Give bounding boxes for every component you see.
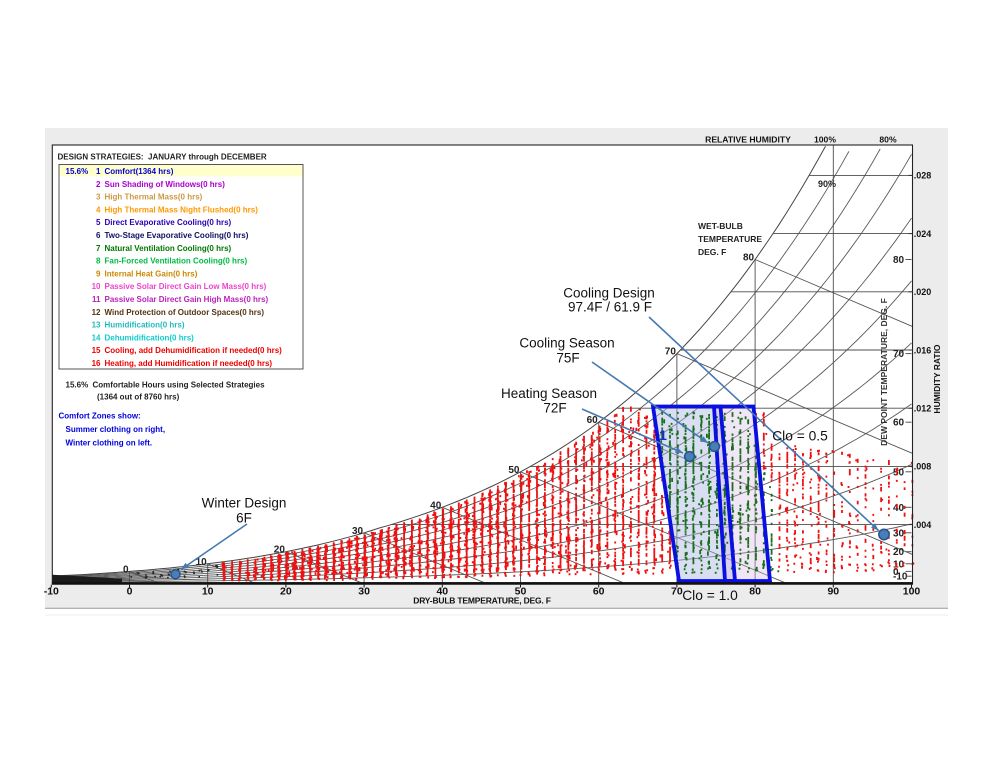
svg-text:.028: .028 <box>914 171 932 181</box>
svg-text:50: 50 <box>508 465 520 476</box>
svg-text:11: 11 <box>92 295 101 304</box>
svg-text:Dehumidification(0 hrs): Dehumidification(0 hrs) <box>105 333 195 342</box>
svg-text:80%: 80% <box>879 134 897 144</box>
svg-text:13: 13 <box>92 321 101 330</box>
svg-text:Wind Protection of Outdoor Spa: Wind Protection of Outdoor Spaces(0 hrs) <box>105 308 265 317</box>
svg-text:40: 40 <box>430 500 442 511</box>
svg-text:Humidification(0 hrs): Humidification(0 hrs) <box>105 321 185 330</box>
svg-text:-10: -10 <box>44 586 59 598</box>
svg-text:90%: 90% <box>818 179 836 189</box>
svg-text:.012: .012 <box>914 404 932 414</box>
svg-text:Summer clothing on right,: Summer clothing on right, <box>66 425 166 434</box>
svg-text:TEMPERATURE: TEMPERATURE <box>698 234 762 244</box>
svg-text:.024: .024 <box>914 229 932 239</box>
svg-text:7: 7 <box>96 244 101 253</box>
svg-text:100: 100 <box>903 586 921 598</box>
svg-text:70: 70 <box>893 349 905 360</box>
svg-text:DEG. F: DEG. F <box>698 247 726 257</box>
svg-text:.016: .016 <box>914 345 932 355</box>
svg-text:15.6%: 15.6% <box>66 167 89 176</box>
svg-text:Winter clothing on left.: Winter clothing on left. <box>66 439 153 448</box>
svg-text:8: 8 <box>96 257 101 266</box>
svg-text:Passive Solar Direct Gain High: Passive Solar Direct Gain High Mass(0 hr… <box>105 295 269 304</box>
svg-text:Comfortable Hours using Select: Comfortable Hours using Selected Strateg… <box>93 381 266 390</box>
svg-text:2: 2 <box>96 180 101 189</box>
svg-text:50: 50 <box>893 467 905 478</box>
svg-text:30: 30 <box>352 526 364 537</box>
svg-text:0: 0 <box>123 564 129 575</box>
svg-text:DEW POINT TEMPERATURE, DEG. F: DEW POINT TEMPERATURE, DEG. F <box>879 298 889 446</box>
svg-text:Heating Season: Heating Season <box>501 386 597 401</box>
svg-text:Cooling, add Dehumidification: Cooling, add Dehumidification if needed(… <box>105 346 283 355</box>
svg-text:14: 14 <box>92 333 101 342</box>
svg-text:4: 4 <box>96 205 101 214</box>
svg-text:16: 16 <box>92 359 101 368</box>
svg-text:Direct Evaporative Cooling(0 h: Direct Evaporative Cooling(0 hrs) <box>105 218 232 227</box>
svg-text:Heating, add Humidification if: Heating, add Humidification if needed(0 … <box>105 359 273 368</box>
svg-text:10: 10 <box>202 586 214 598</box>
svg-text:0: 0 <box>127 586 133 598</box>
svg-text:.008: .008 <box>914 462 932 472</box>
svg-text:.020: .020 <box>914 287 932 297</box>
svg-text:Comfort(1364 hrs): Comfort(1364 hrs) <box>105 167 174 176</box>
svg-text:1: 1 <box>96 167 101 176</box>
svg-text:.004: .004 <box>914 520 932 530</box>
svg-text:Cooling Design: Cooling Design <box>563 286 655 301</box>
svg-text:100%: 100% <box>814 134 836 144</box>
svg-text:Clo = 1.0: Clo = 1.0 <box>682 588 738 603</box>
svg-text:3: 3 <box>96 193 101 202</box>
svg-text:1: 1 <box>659 427 667 443</box>
svg-text:80: 80 <box>743 253 755 264</box>
svg-text:30: 30 <box>893 528 905 539</box>
svg-text:90: 90 <box>827 586 839 598</box>
svg-text:WET-BULB: WET-BULB <box>698 221 743 231</box>
svg-text:9: 9 <box>96 269 101 278</box>
svg-text:Winter Design: Winter Design <box>202 496 287 511</box>
svg-text:(1364 out of 8760 hrs): (1364 out of 8760 hrs) <box>97 393 180 402</box>
svg-text:6F: 6F <box>236 511 252 526</box>
svg-text:High Thermal Mass Night Flushe: High Thermal Mass Night Flushed(0 hrs) <box>105 205 259 214</box>
svg-text:60: 60 <box>593 586 605 598</box>
svg-text:72F: 72F <box>543 401 566 416</box>
svg-text:12: 12 <box>92 308 101 317</box>
svg-text:Clo = 0.5: Clo = 0.5 <box>772 429 828 444</box>
svg-text:-10: -10 <box>893 572 908 583</box>
svg-text:Sun Shading of Windows(0 hrs): Sun Shading of Windows(0 hrs) <box>105 180 226 189</box>
svg-text:20: 20 <box>280 586 292 598</box>
svg-text:10: 10 <box>893 559 905 570</box>
svg-text:Comfort Zones show:: Comfort Zones show: <box>59 412 141 421</box>
svg-text:40: 40 <box>436 586 448 598</box>
svg-text:60: 60 <box>587 415 599 426</box>
svg-text:HUMIDITY RATIO: HUMIDITY RATIO <box>932 344 942 413</box>
svg-text:5: 5 <box>96 218 101 227</box>
svg-text:High Thermal Mass(0 hrs): High Thermal Mass(0 hrs) <box>105 193 203 202</box>
svg-text:40: 40 <box>893 503 905 514</box>
svg-text:80: 80 <box>893 255 905 266</box>
svg-text:6: 6 <box>96 231 101 240</box>
svg-text:80: 80 <box>749 586 761 598</box>
svg-text:DESIGN STRATEGIES: JANUARY th: DESIGN STRATEGIES: JANUARY through DECEM… <box>58 153 267 162</box>
svg-text:DRY-BULB TEMPERATURE, DEG. F: DRY-BULB TEMPERATURE, DEG. F <box>413 596 551 606</box>
svg-text:70: 70 <box>671 586 683 598</box>
svg-text:50: 50 <box>515 586 527 598</box>
svg-text:RELATIVE HUMIDITY: RELATIVE HUMIDITY <box>705 134 791 144</box>
svg-text:75F: 75F <box>556 351 579 366</box>
svg-text:15: 15 <box>92 346 101 355</box>
svg-text:60: 60 <box>893 418 905 429</box>
svg-text:0: 0 <box>893 567 899 578</box>
svg-text:Passive Solar Direct Gain Low: Passive Solar Direct Gain Low Mass(0 hrs… <box>105 282 267 291</box>
svg-text:70: 70 <box>665 347 677 358</box>
svg-text:Two-Stage Evaporative Cooling(: Two-Stage Evaporative Cooling(0 hrs) <box>105 231 249 240</box>
svg-text:Fan-Forced Ventilation Cooling: Fan-Forced Ventilation Cooling(0 hrs) <box>105 257 248 266</box>
svg-text:15.6%: 15.6% <box>66 381 89 390</box>
svg-text:97.4F / 61.9 F: 97.4F / 61.9 F <box>568 300 652 315</box>
svg-text:Cooling Season: Cooling Season <box>519 336 614 351</box>
svg-text:20: 20 <box>274 545 286 556</box>
svg-text:10: 10 <box>196 557 208 568</box>
svg-text:20: 20 <box>893 547 905 558</box>
svg-text:Internal Heat Gain(0 hrs): Internal Heat Gain(0 hrs) <box>105 269 198 278</box>
svg-text:Natural Ventilation Cooling(0: Natural Ventilation Cooling(0 hrs) <box>105 244 232 253</box>
svg-text:30: 30 <box>358 586 370 598</box>
svg-text:10: 10 <box>92 282 101 291</box>
